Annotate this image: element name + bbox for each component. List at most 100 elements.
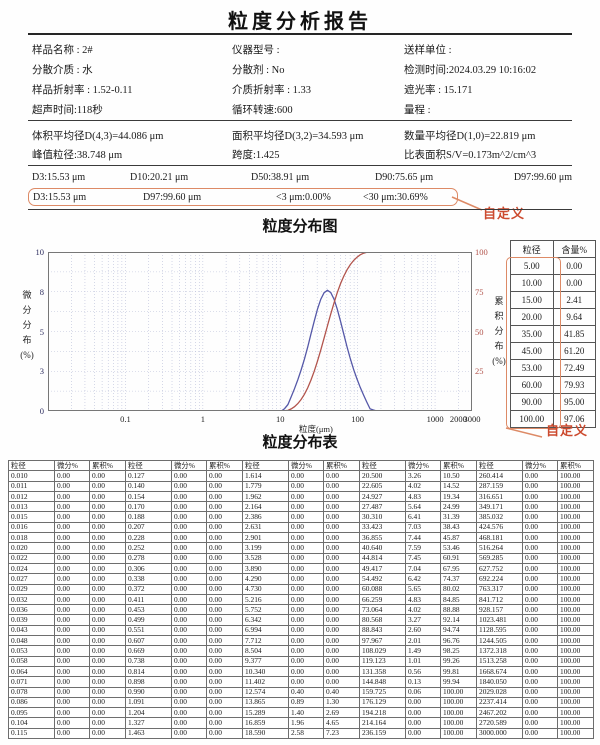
table-cell: 0.00 xyxy=(54,511,90,523)
info-field: 量程 : xyxy=(404,104,431,116)
x-tick-label: 2000 xyxy=(449,414,467,424)
stat-field: 数量平均径D(1,0)=22.819 μm xyxy=(404,131,536,142)
table-cell: 2.58 xyxy=(288,727,324,740)
table-cell: 6.42 xyxy=(405,573,441,585)
table-cell: 5.65 xyxy=(405,583,441,595)
table-cell: 0.00 xyxy=(89,562,126,575)
table-cell: 5.752 xyxy=(242,604,289,616)
table-row: 0.018 0.00 0.00 0.228 0.00 0.00 2.901 0.00 0.00 3… xyxy=(8,532,594,544)
table-cell: 1668.674 xyxy=(476,665,523,678)
table-cell: 88.843 xyxy=(359,624,406,637)
side-table-cell: 61.20 xyxy=(552,342,596,360)
table-cell: 0.00 xyxy=(89,501,126,513)
table-cell: 0.00 xyxy=(89,686,126,698)
table-cell: 0.00 xyxy=(171,614,207,626)
table-cell: 0.00 xyxy=(89,614,126,626)
table-cell: 0.00 xyxy=(206,480,243,492)
table-cell: 2.631 xyxy=(242,521,289,534)
table-cell: 385.032 xyxy=(476,511,523,523)
distribution-table: 粒径 微分% 累积% 粒径 微分% 累积% 粒径 微分% 累积% 粒径 微分% 累积% 粒径 微分% 累积%… xyxy=(8,459,594,740)
table-cell: 0.00 xyxy=(288,542,324,554)
table-cell: 7.44 xyxy=(405,532,441,544)
table-cell: 2.01 xyxy=(405,635,441,647)
table-cell: 0.00 xyxy=(405,696,441,709)
table-cell: 4.02 xyxy=(405,604,441,616)
table-cell: 0.338 xyxy=(125,573,172,585)
side-table-row: 53.00 72.49 xyxy=(510,359,596,377)
table-cell: 0.551 xyxy=(125,624,172,637)
table-cell: 0.278 xyxy=(125,552,172,564)
table-cell: 0.00 xyxy=(522,480,558,492)
table-cell: 80.02 xyxy=(440,583,477,595)
table-cell: 0.00 xyxy=(89,490,126,503)
table-cell: 0.00 xyxy=(288,573,324,585)
table-cell: 0.00 xyxy=(206,521,243,534)
side-table-cell: 5.00 xyxy=(510,257,554,275)
table-cell: 0.00 xyxy=(89,665,126,678)
table-cell: 0.00 xyxy=(171,470,207,482)
table-cell: 0.00 xyxy=(171,532,207,544)
table-cell: 100.00 xyxy=(557,645,594,657)
table-cell: 0.115 xyxy=(8,727,55,740)
table-row: 0.039 0.00 0.00 0.499 0.00 0.00 6.342 0.00 0.00 8… xyxy=(8,614,594,626)
table-row: 0.032 0.00 0.00 0.411 0.00 0.00 5.216 0.00 0.00 6… xyxy=(8,593,594,606)
table-cell: 2.901 xyxy=(242,532,289,544)
side-table-row: 100.00 97.06 xyxy=(510,410,596,428)
axis-label-char: 微 xyxy=(22,290,32,300)
table-cell: 627.752 xyxy=(476,562,523,575)
table-cell: 0.00 xyxy=(522,562,558,575)
table-cell: 100.00 xyxy=(557,583,594,595)
table-cell: 16.859 xyxy=(242,717,289,729)
table-cell: 516.264 xyxy=(476,542,523,554)
table-header: 累积% xyxy=(440,459,477,472)
table-header: 累积% xyxy=(206,459,243,472)
table-cell: 6.994 xyxy=(242,624,289,637)
table-row: 0.104 0.00 0.00 1.327 0.00 0.00 16.859 1.96 4.65… xyxy=(8,717,594,729)
table-cell: 0.00 xyxy=(288,470,324,482)
table-row: 0.036 0.00 0.00 0.453 0.00 0.00 5.752 0.00 0.00 7… xyxy=(8,604,594,616)
table-cell: 0.89 xyxy=(288,696,324,709)
report-title: 粒度分析报告 xyxy=(228,11,372,33)
table-cell: 4.83 xyxy=(405,490,441,503)
stat-field: 比表面积S/V=0.173m^2/cm^3 xyxy=(404,150,537,161)
custom-d-value: D3:15.53 μm xyxy=(33,191,87,203)
table-cell: 0.00 xyxy=(206,624,243,637)
table-cell: 19.34 xyxy=(440,490,477,503)
info-field: 仪器型号 : xyxy=(232,44,280,56)
table-cell: 0.00 xyxy=(171,727,207,740)
table-cell: 0.499 xyxy=(125,614,172,626)
side-table-cell: 20.00 xyxy=(510,308,554,326)
table-header: 微分% xyxy=(171,459,207,472)
table-cell: 100.00 xyxy=(440,727,477,740)
right-tick-label: 50 xyxy=(475,326,484,337)
table-header: 粒径 xyxy=(359,459,406,472)
table-cell: 2.164 xyxy=(242,501,289,513)
info-field: 样品名称 : 2# xyxy=(32,44,93,56)
table-cell: 0.252 xyxy=(125,542,172,554)
table-cell: 7.04 xyxy=(405,562,441,575)
table-cell: 97.967 xyxy=(359,635,406,647)
table-cell: 0.00 xyxy=(323,655,360,667)
d-value: D3:15.53 μm xyxy=(32,172,86,183)
table-cell: 88.88 xyxy=(440,604,477,616)
side-table-row: 35.00 41.85 xyxy=(510,325,596,343)
table-cell: 0.00 xyxy=(54,583,90,595)
table-cell: 0.00 xyxy=(288,532,324,544)
table-cell: 0.00 xyxy=(288,501,324,513)
side-table-cell: 10.00 xyxy=(510,274,554,292)
table-header: 粒径 xyxy=(125,459,172,472)
table-cell: 100.00 xyxy=(557,614,594,626)
table-cell: 0.00 xyxy=(522,511,558,523)
chart-title: 粒度分布图 xyxy=(262,219,338,235)
table-cell: 349.171 xyxy=(476,501,523,513)
info-field: 分散剂 : No xyxy=(232,64,285,76)
table-cell: 0.00 xyxy=(89,707,126,719)
table-cell: 38.43 xyxy=(440,521,477,534)
table-row: 0.095 0.00 0.00 1.204 0.00 0.00 15.289 1.40 2.69… xyxy=(8,707,594,719)
table-cell: 100.00 xyxy=(557,501,594,513)
side-table-cell: 45.00 xyxy=(510,342,554,360)
table-cell: 0.00 xyxy=(54,624,90,637)
table-cell: 0.00 xyxy=(54,635,90,647)
table-cell: 0.00 xyxy=(522,686,558,698)
table-cell: 8.504 xyxy=(242,645,289,657)
